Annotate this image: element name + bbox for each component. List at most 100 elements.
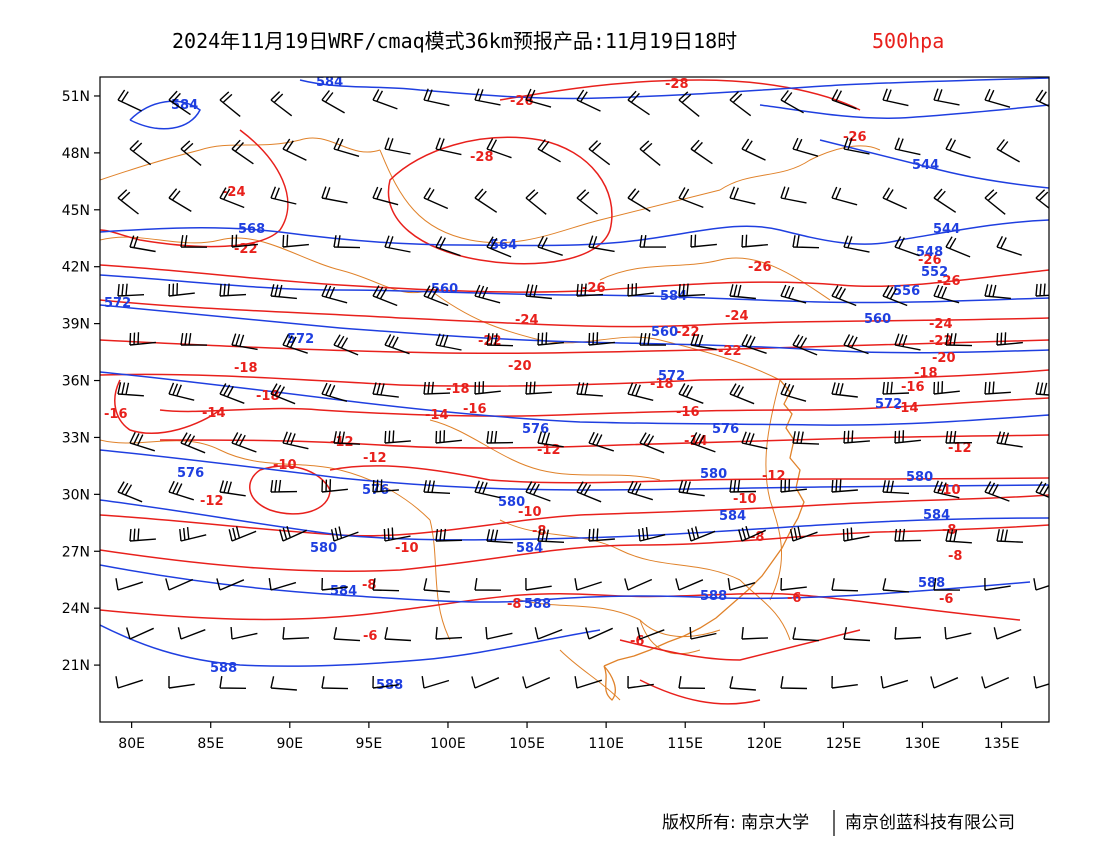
wind-barb — [168, 676, 195, 689]
wind-barb — [321, 577, 348, 591]
wind-barb — [270, 91, 293, 117]
wind-barb — [933, 480, 960, 499]
wind-barb — [792, 235, 820, 249]
wind-barb — [372, 89, 398, 110]
isotherm-label: -16 — [463, 402, 487, 417]
wind-barb — [421, 675, 450, 689]
wind-barb — [129, 332, 156, 346]
wind-barb — [231, 234, 258, 248]
height-label: 580 — [498, 495, 525, 510]
wind-barb — [678, 187, 704, 209]
isotherm-label: -24 — [222, 185, 246, 200]
isotherm-label: -26 — [937, 274, 961, 289]
wind-barb — [729, 186, 756, 205]
wind-barb — [423, 187, 449, 210]
wind-barb — [831, 578, 859, 592]
wind-barb — [945, 333, 973, 347]
isotherm-label: -10 — [518, 505, 542, 520]
wind-barb — [831, 89, 857, 110]
lat-tick-label: 51N — [62, 89, 90, 105]
wind-barb — [231, 139, 254, 165]
wind-barb — [372, 285, 398, 307]
lon-tick-label: 120E — [747, 736, 783, 752]
wind-barb — [321, 186, 348, 204]
isotherm-label: -22 — [929, 334, 953, 349]
wind-barb — [282, 333, 308, 354]
wind-barb — [117, 89, 142, 112]
height-label: 580 — [906, 470, 933, 485]
wind-barb — [576, 189, 598, 215]
wind-barb — [228, 526, 257, 542]
wind-barb — [627, 382, 654, 401]
isotherm-label: -28 — [665, 77, 689, 92]
wind-barb — [435, 236, 461, 257]
wind-barb — [945, 138, 971, 159]
wind-barb — [741, 627, 769, 640]
wind-barb — [690, 333, 717, 351]
isotherm-label: -14 — [895, 401, 919, 416]
wind-barb — [933, 88, 960, 106]
wind-barb — [780, 186, 807, 204]
wind-barb — [843, 430, 870, 444]
wind-barb — [687, 526, 716, 542]
wind-barb — [831, 186, 858, 206]
height-label: 572 — [104, 296, 131, 311]
height-label: 548 — [916, 245, 943, 260]
wind-barb — [729, 383, 755, 405]
isotherm-label: -10 — [733, 492, 757, 507]
wind-barb — [690, 139, 713, 165]
wind-barb — [789, 526, 818, 542]
wind-barb — [588, 140, 611, 166]
height-label: 560 — [864, 312, 891, 327]
lon-tick-label: 100E — [430, 736, 466, 752]
isotherm-label: -24 — [515, 313, 539, 328]
company-text: 南京创蓝科技有限公司 — [845, 813, 1015, 833]
height-label: 576 — [362, 483, 389, 498]
wind-barb — [321, 479, 348, 493]
isotherm-label: -18 — [914, 366, 938, 381]
wind-barb — [126, 627, 154, 640]
wind-barb — [486, 236, 512, 258]
isotherm-label: -16 — [901, 380, 925, 395]
wind-barb — [330, 526, 359, 542]
isotherm-label: -18 — [446, 382, 470, 397]
wind-barb — [945, 430, 973, 444]
wind-barb — [525, 577, 552, 591]
wind-barb — [372, 382, 399, 398]
wind-barb — [115, 676, 144, 689]
wind-barb — [486, 333, 514, 347]
wind-barb — [627, 283, 654, 297]
wind-barb — [1035, 189, 1049, 209]
height-label: 556 — [893, 284, 920, 299]
wind-barb — [117, 189, 139, 215]
isotherm-label: -28 — [470, 150, 494, 165]
wind-barb — [792, 334, 818, 356]
wind-barb — [729, 91, 752, 117]
wind-barb — [945, 236, 971, 258]
wind-barb — [423, 480, 451, 494]
isotherm-label: -12 — [200, 494, 224, 509]
wind-barb — [471, 676, 500, 689]
isotherm-label: -26 — [582, 281, 606, 296]
wind-barb — [843, 137, 870, 155]
lon-tick-label: 130E — [905, 736, 941, 752]
wind-barb — [474, 188, 498, 213]
wind-barb — [741, 138, 766, 161]
pressure-level-label: 500hpa — [872, 29, 944, 53]
height-label: 572 — [875, 397, 902, 412]
wind-barb — [576, 382, 603, 397]
wind-barb — [525, 284, 552, 300]
wind-barb — [588, 332, 615, 346]
wind-barb — [894, 236, 920, 257]
wind-barb — [270, 479, 298, 493]
wind-barb — [576, 89, 601, 112]
wind-barb — [486, 430, 514, 444]
wind-barb — [880, 675, 909, 689]
wind-barb — [372, 479, 399, 493]
wind-barb — [984, 284, 1011, 300]
coastline — [603, 379, 805, 701]
wind-barb — [882, 578, 909, 593]
wind-barbs — [115, 88, 1049, 691]
wind-barb — [933, 381, 960, 395]
lat-tick-label: 21N — [62, 658, 90, 674]
